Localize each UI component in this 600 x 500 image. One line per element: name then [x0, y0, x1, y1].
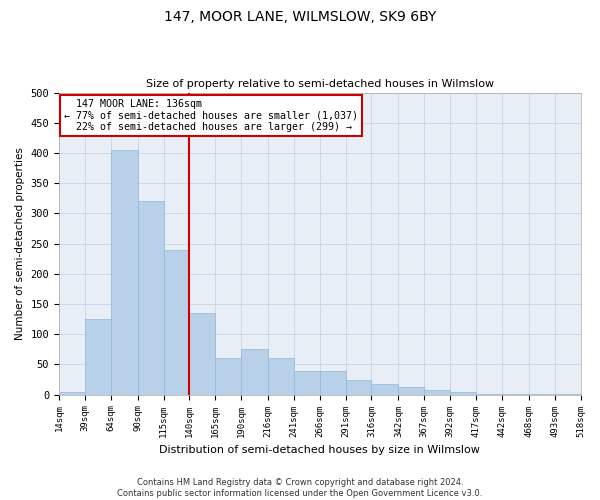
Bar [215, 358, 241, 394]
Bar [137, 202, 164, 394]
Bar [371, 384, 398, 394]
Bar [424, 390, 450, 394]
Bar [241, 350, 268, 395]
Bar [111, 150, 137, 394]
Bar [268, 358, 294, 394]
Bar [59, 392, 85, 394]
Bar [346, 380, 371, 394]
Text: 147, MOOR LANE, WILMSLOW, SK9 6BY: 147, MOOR LANE, WILMSLOW, SK9 6BY [164, 10, 436, 24]
Text: 147 MOOR LANE: 136sqm
← 77% of semi-detached houses are smaller (1,037)
  22% of: 147 MOOR LANE: 136sqm ← 77% of semi-deta… [64, 98, 358, 132]
Y-axis label: Number of semi-detached properties: Number of semi-detached properties [15, 147, 25, 340]
Bar [320, 370, 346, 394]
Text: Contains HM Land Registry data © Crown copyright and database right 2024.
Contai: Contains HM Land Registry data © Crown c… [118, 478, 482, 498]
Bar [450, 392, 476, 394]
Bar [398, 388, 424, 394]
Title: Size of property relative to semi-detached houses in Wilmslow: Size of property relative to semi-detach… [146, 79, 494, 89]
Bar [294, 370, 320, 394]
Bar [190, 313, 215, 394]
Bar [85, 319, 111, 394]
X-axis label: Distribution of semi-detached houses by size in Wilmslow: Distribution of semi-detached houses by … [160, 445, 480, 455]
Bar [164, 250, 190, 394]
